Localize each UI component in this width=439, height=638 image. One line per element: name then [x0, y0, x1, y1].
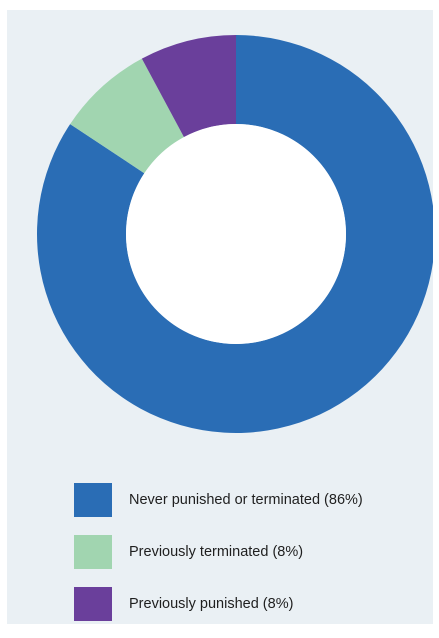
legend-label-never-punished: Never punished or terminated (86%)	[129, 492, 363, 508]
legend-label-previously-terminated: Previously terminated (8%)	[129, 544, 304, 560]
legend-label-previously-punished: Previously punished (8%)	[129, 596, 294, 612]
legend-swatch-never-punished	[74, 483, 112, 517]
legend-item-previously-punished: Previously punished (8%)	[74, 586, 434, 622]
chart-legend: Never punished or terminated (86%) Previ…	[74, 482, 434, 638]
donut-chart	[37, 35, 433, 433]
slice-never-punished	[37, 35, 433, 433]
legend-swatch-previously-terminated	[74, 535, 112, 569]
legend-item-never-punished: Never punished or terminated (86%)	[74, 482, 434, 518]
legend-item-previously-terminated: Previously terminated (8%)	[74, 534, 434, 570]
slice-previously-punished	[141, 35, 236, 138]
legend-swatch-previously-punished	[74, 587, 112, 621]
chart-panel: Never punished or terminated (86%) Previ…	[7, 10, 433, 624]
slice-previously-terminated	[70, 58, 184, 174]
donut-hole	[126, 124, 346, 344]
